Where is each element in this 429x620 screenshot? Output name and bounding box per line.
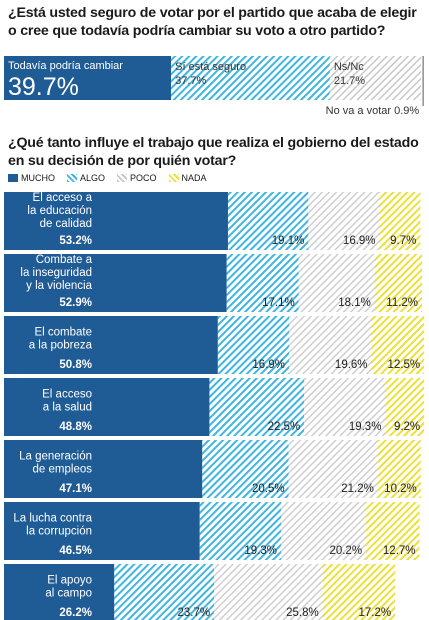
bar-poco-2	[289, 316, 372, 374]
value-algo-1: 17.1%	[262, 297, 295, 309]
category-label-1-0: Combate a	[36, 254, 93, 266]
category-label-6-1: al campo	[45, 588, 92, 600]
value-algo-4: 20.5%	[252, 483, 285, 495]
bar-nada-6	[322, 564, 396, 620]
top-label-3: No va a votar 0.9%	[326, 105, 420, 117]
bar-nada-1	[374, 254, 423, 312]
top-segment-2	[329, 56, 422, 100]
value-nada-5: 12.7%	[383, 545, 416, 557]
bar-nada-5	[366, 502, 420, 560]
chart-legend: MUCHO ALGO POCO NADA	[8, 173, 207, 183]
legend-label-nada: NADA	[181, 173, 207, 183]
legend-swatch-mucho	[8, 174, 18, 182]
value-algo-3: 22.5%	[268, 421, 301, 433]
bar-nada-0	[379, 192, 421, 250]
top-label-0: Todavía podría cambiar	[8, 60, 123, 72]
legend-swatch-poco	[117, 174, 128, 182]
category-label-3-0: El acceso	[42, 389, 92, 401]
value-nada-1: 11.2%	[386, 297, 418, 309]
top-label-2: Ns/Nc	[334, 61, 364, 73]
value-mucho-4: 47.1%	[59, 483, 92, 495]
value-nada-2: 12.5%	[388, 359, 421, 371]
category-label-0-1: la educación	[27, 205, 92, 217]
category-label-2-1: a la pobreza	[29, 340, 93, 352]
top-segment-0	[4, 56, 172, 100]
value-mucho-1: 52.9%	[59, 297, 92, 309]
value-poco-2: 19.6%	[335, 359, 368, 371]
category-label-1-1: la inseguridad	[20, 267, 92, 279]
value-mucho-3: 48.8%	[59, 421, 92, 433]
bar-algo-6	[114, 564, 215, 620]
legend-label-poco: POCO	[130, 173, 157, 183]
value-poco-5: 20.2%	[329, 545, 362, 557]
value-algo-5: 19.3%	[244, 545, 277, 557]
legend-swatch-nada	[168, 174, 179, 182]
value-poco-6: 25.8%	[286, 607, 319, 619]
bar-poco-6	[214, 564, 323, 620]
top-label-1: Sí está seguro	[175, 61, 246, 73]
value-algo-0: 19.1%	[272, 235, 305, 247]
bar-algo-1	[226, 254, 299, 312]
value-poco-1: 18.1%	[338, 297, 371, 309]
bar-mucho-6	[4, 564, 115, 620]
bar-poco-4	[288, 440, 378, 498]
category-label-6-0: El apoyo	[47, 575, 92, 587]
legend-item-mucho: MUCHO	[8, 173, 55, 183]
category-label-0-2: de calidad	[40, 218, 92, 230]
bar-algo-3	[209, 378, 305, 436]
value-poco-0: 16.9%	[343, 235, 376, 247]
bar-algo-5	[199, 502, 282, 560]
bar-mucho-0	[4, 192, 228, 250]
value-algo-6: 23.7%	[177, 607, 210, 619]
bar-mucho-1	[4, 254, 227, 312]
value-mucho-0: 53.2%	[59, 235, 92, 247]
value-algo-2: 16.9%	[252, 359, 285, 371]
top-value-0: 39.7%	[8, 73, 79, 101]
legend-swatch-algo	[67, 174, 77, 182]
bar-mucho-4	[4, 440, 203, 498]
value-mucho-6: 26.2%	[59, 607, 92, 619]
category-label-2-0: El combate	[34, 327, 92, 339]
category-label-5-1: la corrupción	[26, 526, 92, 538]
bar-nada-4	[377, 440, 421, 498]
bar-nada-3	[385, 378, 425, 436]
legend-item-nada: NADA	[168, 173, 207, 183]
category-label-1-2: y la violencia	[26, 280, 92, 292]
category-label-5-0: La lucha contra	[13, 513, 92, 525]
top-value-2: 21.7%	[334, 75, 365, 87]
bar-poco-3	[304, 378, 386, 436]
bar-mucho-3	[4, 378, 210, 436]
value-nada-6: 17.2%	[358, 607, 391, 619]
value-poco-4: 21.2%	[341, 483, 374, 495]
legend-item-algo: ALGO	[67, 173, 105, 183]
bar-mucho-2	[4, 316, 218, 374]
bar-algo-2	[217, 316, 290, 374]
question-1: ¿Está usted seguro de votar por el parti…	[8, 5, 417, 39]
top-segment-1	[171, 56, 330, 100]
value-nada-0: 9.7%	[390, 235, 416, 247]
bar-poco-1	[298, 254, 375, 312]
bar-poco-5	[281, 502, 367, 560]
category-label-0-0: El acceso a	[33, 192, 93, 204]
value-poco-3: 19.3%	[349, 421, 382, 433]
bar-mucho-5	[4, 502, 200, 560]
top-value-1: 37.7%	[175, 75, 206, 87]
category-label-4-1: de empleos	[33, 464, 93, 476]
value-nada-3: 9.2%	[394, 421, 420, 433]
category-label-3-1: a la salud	[43, 402, 92, 414]
bar-poco-0	[308, 192, 380, 250]
category-label-4-0: La generación	[19, 451, 92, 463]
value-mucho-5: 46.5%	[59, 545, 92, 557]
bar-nada-2	[371, 316, 425, 374]
bar-algo-4	[202, 440, 289, 498]
question-2: ¿Qué tanto influye el trabajo que realiz…	[8, 135, 419, 169]
legend-label-algo: ALGO	[80, 173, 106, 183]
legend-label-mucho: MUCHO	[21, 173, 55, 183]
legend-item-poco: POCO	[117, 173, 157, 183]
value-mucho-2: 50.8%	[59, 359, 92, 371]
value-nada-4: 10.2%	[384, 483, 417, 495]
bar-algo-0	[227, 192, 309, 250]
